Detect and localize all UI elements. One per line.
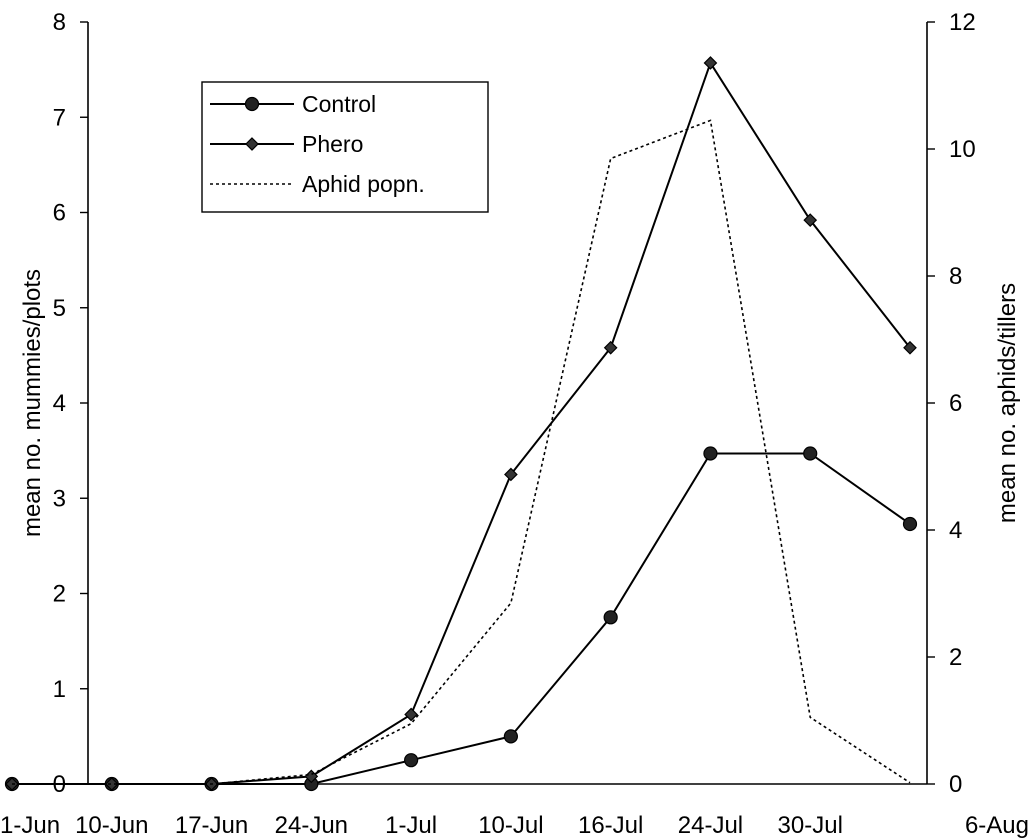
- right-y-ticks: 0 2 4 6 8 10 12: [927, 9, 976, 798]
- left-y-tick-label: 2: [53, 581, 66, 608]
- left-y-tick-label: 5: [53, 295, 66, 322]
- right-y-tick-label: 4: [949, 517, 962, 544]
- data-point: [404, 707, 418, 722]
- x-tick-label: 10-Jul: [478, 812, 543, 838]
- data-point: [404, 753, 419, 768]
- legend-label: Aphid popn.: [302, 171, 425, 197]
- legend-label: Phero: [302, 131, 363, 157]
- legend-item: Aphid popn.: [210, 171, 425, 197]
- series-0: [4, 446, 918, 792]
- data-point: [903, 340, 917, 355]
- right-y-tick-label: 6: [949, 390, 962, 417]
- data-point: [902, 516, 918, 532]
- legend-marker: [244, 96, 260, 112]
- left-y-tick-label: 6: [53, 200, 66, 227]
- x-tick-label: 16-Jul: [578, 812, 643, 838]
- series-line: [12, 452, 911, 785]
- left-y-tick-label: 3: [53, 485, 66, 512]
- series-1: [5, 56, 917, 791]
- right-y-tick-label: 2: [949, 644, 962, 671]
- series-line: [12, 119, 911, 785]
- data-point: [703, 446, 718, 461]
- x-tick-label: 24-Jul: [678, 812, 743, 838]
- data-point: [104, 777, 119, 791]
- x-ticks: 1-Jun 10-Jun 17-Jun 24-Jun 1-Jul 10-Jul 16-Jul…: [0, 812, 1029, 838]
- legend-item: Control: [210, 91, 376, 117]
- x-tick-label: 1-Jun: [0, 812, 60, 838]
- data-point: [803, 446, 818, 461]
- legend-label: Control: [302, 91, 376, 117]
- data-point: [703, 56, 718, 70]
- x-tick-label: 24-Jun: [275, 812, 348, 838]
- legend-marker: [245, 137, 259, 151]
- data-point: [603, 610, 618, 625]
- data-point: [504, 467, 518, 482]
- plot-area: [4, 56, 918, 792]
- left-y-tick-label: 4: [53, 390, 66, 417]
- x-tick-label: 30-Jul: [778, 812, 843, 838]
- data-point: [503, 729, 518, 744]
- data-point: [603, 340, 618, 355]
- left-y-axis-title: mean no. mummies/plots: [19, 269, 46, 537]
- right-y-tick-label: 8: [949, 263, 962, 290]
- legend-item: Phero: [210, 131, 363, 157]
- series-2: [12, 119, 911, 785]
- x-tick-label: 1-Jul: [385, 812, 437, 838]
- right-y-tick-label: 0: [949, 771, 962, 798]
- right-y-tick-label: 10: [949, 136, 976, 163]
- data-point: [803, 213, 818, 227]
- left-y-tick-label: 1: [53, 676, 66, 703]
- left-y-tick-label: 8: [53, 9, 66, 36]
- x-tick-label: 6-Aug: [965, 812, 1029, 838]
- right-y-axis-title: mean no. aphids/tillers: [994, 283, 1021, 523]
- x-tick-label: 17-Jun: [175, 812, 248, 838]
- right-y-tick-label: 12: [949, 9, 976, 36]
- legend: Control Phero Aphid popn.: [201, 81, 489, 213]
- left-y-tick-label: 7: [53, 104, 66, 131]
- x-tick-label: 10-Jun: [75, 812, 148, 838]
- legend-items: Control Phero Aphid popn.: [210, 91, 425, 197]
- series-line: [12, 60, 911, 785]
